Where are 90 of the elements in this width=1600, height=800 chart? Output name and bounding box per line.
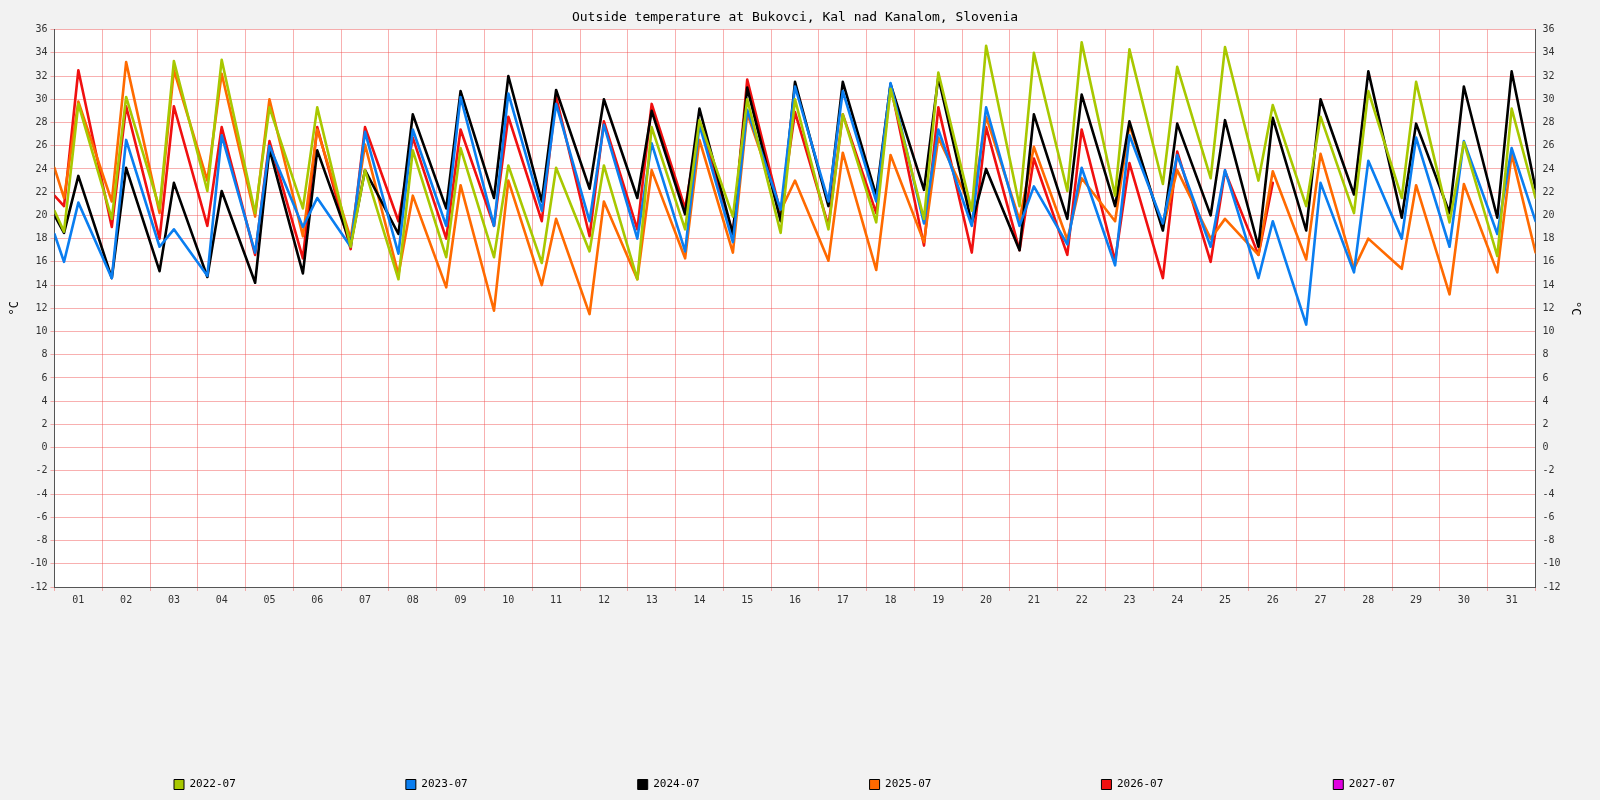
y2-tick-label: 4 [1542, 394, 1549, 406]
y-tick-label: 2 [41, 418, 48, 430]
y-tick-label: 16 [35, 255, 48, 267]
legend-label: 2027-07 [1348, 777, 1396, 791]
x-tick-label: 03 [167, 593, 180, 605]
x-tick-label: 15 [741, 593, 754, 605]
x-tick-label: 07 [358, 593, 372, 605]
y-tick-label: 30 [35, 92, 48, 104]
y-tick-label: 12 [35, 301, 48, 313]
x-tick-label: 21 [1027, 593, 1040, 605]
x-tick-label: 22 [1075, 593, 1088, 605]
x-tick-label: 23 [1123, 593, 1136, 605]
y2-tick-label: 26 [1542, 139, 1555, 151]
y-tick-label: 26 [35, 139, 48, 151]
y2-tick-label: -12 [1542, 580, 1561, 592]
x-tick-label: 26 [1266, 593, 1279, 605]
x-tick-label: 14 [693, 593, 706, 605]
y-tick-label: 6 [41, 371, 48, 383]
legend-label: 2025-07 [885, 777, 932, 791]
y-tick-label: 20 [35, 208, 48, 220]
y-tick-label: 8 [41, 348, 48, 360]
legend-label: 2026-07 [1116, 777, 1164, 791]
y-tick-label: 10 [35, 325, 48, 337]
y2-tick-label: -4 [1542, 487, 1555, 499]
y-tick-label: 0 [41, 441, 48, 453]
chart-title: Outside temperature at Bukovci, Kal nad Kanalom, Slovenia [571, 9, 1019, 25]
x-tick-label: 20 [980, 593, 993, 605]
x-tick-label: 02 [120, 593, 133, 605]
y2-tick-label: -2 [1542, 464, 1555, 476]
y2-tick-label: 6 [1542, 371, 1549, 383]
y2-tick-label: 16 [1542, 255, 1555, 267]
y2-tick-label: 20 [1542, 208, 1555, 220]
x-tick-label: 30 [1457, 593, 1470, 605]
y2-tick-label: 28 [1542, 116, 1555, 128]
y-tick-label: 4 [41, 394, 48, 406]
y-tick-label: 36 [35, 23, 48, 35]
y2-tick-label: 2 [1542, 418, 1549, 430]
y-tick-label: -8 [35, 534, 48, 546]
y-axis-title: °C [7, 301, 22, 316]
y2-tick-label: 12 [1542, 301, 1555, 313]
x-tick-label: 18 [884, 593, 897, 605]
x-tick-label: 10 [502, 593, 515, 605]
x-tick-label: 28 [1362, 593, 1375, 605]
x-tick-label: 11 [550, 593, 563, 605]
y2-tick-label: 10 [1542, 325, 1555, 337]
y2-tick-label: 8 [1542, 348, 1549, 360]
y-tick-label: 28 [35, 116, 48, 128]
y2-tick-label: 32 [1542, 69, 1555, 81]
x-tick-label: 01 [72, 593, 85, 605]
y2-tick-label: 36 [1542, 23, 1555, 35]
y-tick-label: 22 [35, 185, 48, 197]
y2-axis-title: °C [1568, 301, 1583, 316]
y2-tick-label: -10 [1542, 557, 1561, 569]
y2-tick-label: 34 [1542, 46, 1555, 58]
x-tick-label: 08 [406, 593, 419, 605]
y2-tick-label: 0 [1542, 441, 1549, 453]
y-tick-label: 24 [35, 162, 48, 174]
x-tick-label: 06 [311, 593, 324, 605]
y2-tick-label: -8 [1542, 534, 1555, 546]
y-tick-label: -12 [29, 580, 48, 592]
y-tick-label: 14 [35, 278, 48, 290]
x-tick-label: 04 [215, 593, 228, 605]
y-tick-label: 34 [35, 46, 48, 58]
x-tick-label: 12 [597, 593, 610, 605]
y2-tick-label: 30 [1542, 92, 1555, 104]
y-tick-label: 18 [35, 232, 48, 244]
x-tick-label: 05 [263, 593, 276, 605]
x-tick-label: 09 [454, 593, 467, 605]
y-tick-label: 32 [35, 69, 48, 81]
x-tick-label: 27 [1314, 593, 1327, 605]
x-tick-label: 31 [1505, 593, 1518, 605]
x-tick-label: 25 [1218, 593, 1232, 605]
x-tick-label: 19 [932, 593, 945, 605]
x-tick-label: 29 [1410, 593, 1423, 605]
legend-label: 2024-07 [653, 777, 700, 791]
y-tick-label: -4 [35, 487, 48, 499]
y-tick-label: -6 [35, 510, 48, 522]
y2-tick-label: 22 [1542, 185, 1555, 197]
y2-tick-label: -6 [1542, 510, 1555, 522]
x-tick-label: 17 [836, 593, 849, 605]
y2-tick-label: 24 [1542, 162, 1555, 174]
legend-label: 2023-07 [421, 777, 468, 791]
legend-label: 2022-07 [189, 777, 236, 791]
y-tick-label: -10 [29, 557, 48, 569]
y2-tick-label: 14 [1542, 278, 1555, 290]
y-tick-label: -2 [35, 464, 48, 476]
x-tick-label: 13 [645, 593, 658, 605]
y2-tick-label: 18 [1542, 232, 1555, 244]
x-tick-label: 24 [1171, 593, 1184, 605]
x-tick-label: 16 [788, 593, 802, 605]
